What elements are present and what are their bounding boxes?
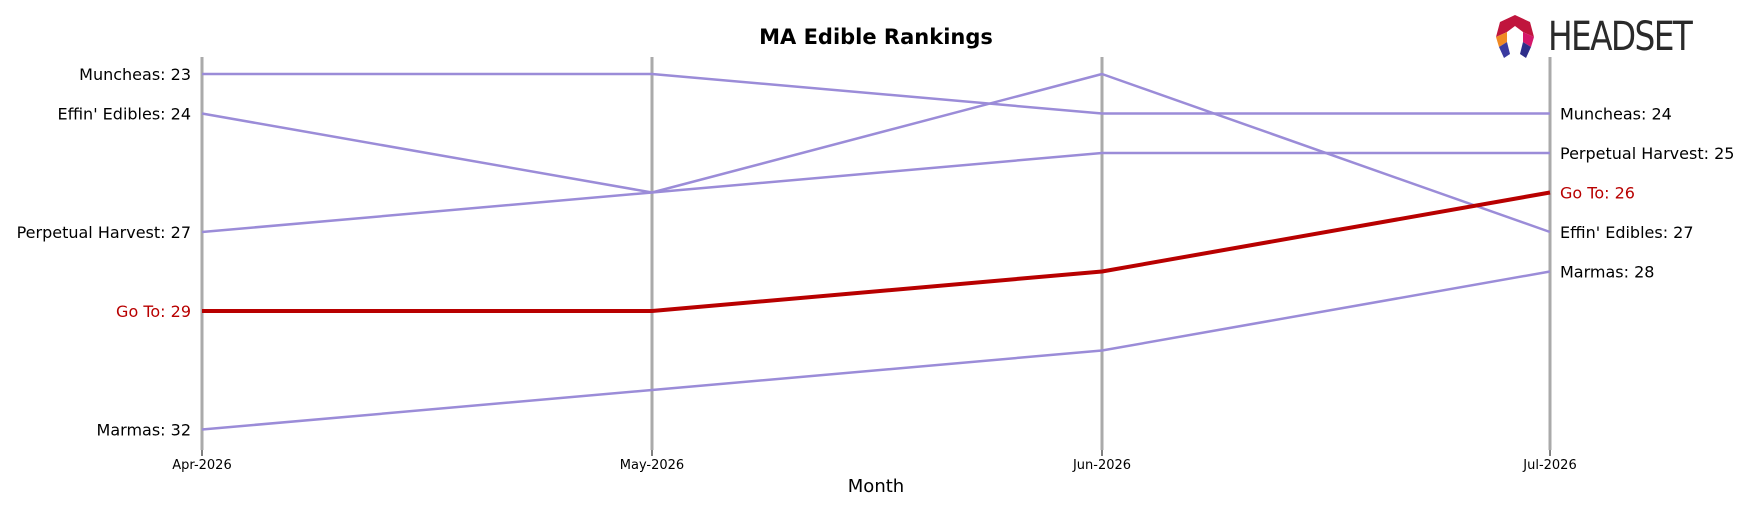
end-label-go-to: Go To: 26 bbox=[1560, 184, 1635, 203]
grid-lines bbox=[200, 57, 1552, 450]
start-label-effin-edibles: Effin' Edibles: 24 bbox=[57, 105, 191, 124]
x-tick-label: May-2026 bbox=[620, 458, 684, 473]
x-axis-label: Month bbox=[848, 476, 904, 497]
start-label-go-to: Go To: 29 bbox=[116, 302, 191, 321]
end-label-perpetual-harvest: Perpetual Harvest: 25 bbox=[1560, 144, 1734, 163]
chart-title: MA Edible Rankings bbox=[759, 25, 993, 49]
start-label-marmas: Marmas: 32 bbox=[97, 421, 191, 440]
headset-logo: HEADSET bbox=[1490, 12, 1720, 62]
start-label-perpetual-harvest: Perpetual Harvest: 27 bbox=[17, 223, 191, 242]
series-line-marmas bbox=[201, 270, 1551, 431]
x-axis-ticks: Apr-2026 May-2026 Jun-2026 Jul-2026 bbox=[172, 450, 1577, 473]
end-label-marmas: Marmas: 28 bbox=[1560, 263, 1654, 282]
headset-logo-icon bbox=[1496, 15, 1534, 58]
series-line-go-to bbox=[202, 190, 1551, 313]
x-tick-label: Jul-2026 bbox=[1522, 458, 1576, 473]
series-labels: Muncheas: 23 Muncheas: 24 Effin' Edibles: … bbox=[17, 65, 1735, 440]
series-line-perpetual-harvest bbox=[201, 151, 1550, 234]
x-tick-label: Jun-2026 bbox=[1072, 458, 1131, 473]
headset-logo-text: HEADSET bbox=[1548, 14, 1693, 60]
x-tick-label: Apr-2026 bbox=[172, 458, 231, 473]
end-label-effin-edibles: Effin' Edibles: 27 bbox=[1560, 223, 1694, 242]
start-label-muncheas: Muncheas: 23 bbox=[79, 65, 191, 84]
series-lines bbox=[201, 72, 1551, 431]
series-line-muncheas bbox=[202, 72, 1550, 115]
end-label-muncheas: Muncheas: 24 bbox=[1560, 105, 1672, 124]
